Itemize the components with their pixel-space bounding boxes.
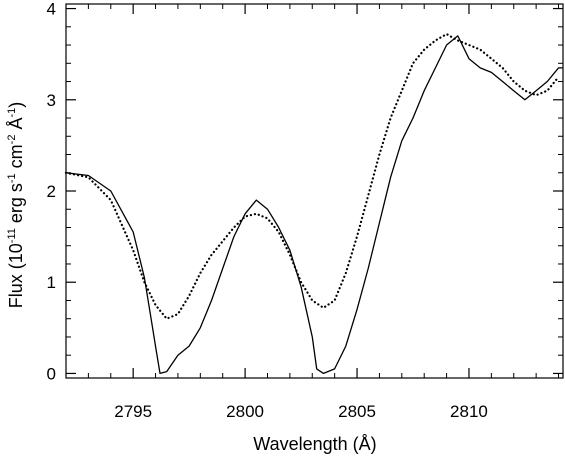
y-axis-title: Flux (10-11 erg s-1 cm-2 Å-1) <box>6 102 26 309</box>
y-title-exp2: -1 <box>6 173 18 183</box>
y-title-prefix: Flux (10 <box>6 243 26 308</box>
y-title-mid2: cm <box>6 144 26 173</box>
y-tick-label: 1 <box>47 273 56 292</box>
y-title-mid3: Å <box>6 118 26 135</box>
y-title-mid1: erg s <box>6 183 26 228</box>
series-layer <box>64 33 563 375</box>
series-line-1 <box>65 35 563 375</box>
y-title-exp1: -11 <box>6 228 18 243</box>
y-tick-label: 3 <box>47 91 56 110</box>
y-title-exp4: -1 <box>6 108 18 118</box>
series-line-2 <box>64 33 560 320</box>
y-tick-label: 0 <box>47 364 56 383</box>
x-tick-label: 2810 <box>450 402 488 421</box>
x-axis-ticks: 2795 2800 2805 2810 <box>65 4 560 421</box>
y-tick-label: 2 <box>47 182 56 201</box>
y-title-exp3: -2 <box>6 135 18 145</box>
x-axis-title: Wavelength (Å) <box>253 434 376 454</box>
y-tick-label: 4 <box>47 0 56 19</box>
x-tick-label: 2805 <box>338 402 376 421</box>
y-title-suffix: ) <box>6 102 26 108</box>
x-tick-label: 2800 <box>226 402 264 421</box>
plot-border <box>65 3 564 379</box>
y-axis-ticks: 0 1 2 3 4 <box>47 0 563 383</box>
plot-frame <box>65 3 564 379</box>
x-tick-label: 2795 <box>114 402 152 421</box>
